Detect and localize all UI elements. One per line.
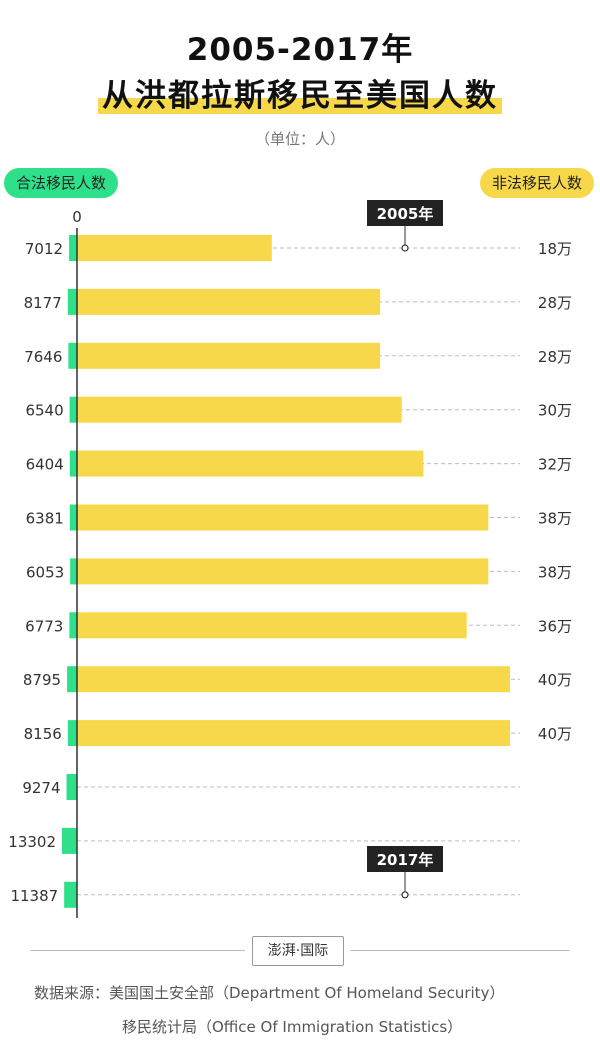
source-line-2: 移民统计局（Office Of Immigration Statistics） <box>122 1018 463 1036</box>
unit-label: （单位：人） <box>254 130 345 148</box>
illegal-value-label: 28万 <box>538 348 572 366</box>
legend-legal: 合法移民人数 <box>4 168 119 198</box>
legal-bar <box>66 774 77 800</box>
publisher-logo: 澎湃·国际 <box>252 936 344 966</box>
year-2017-marker-label: 2017年 <box>377 851 434 869</box>
legal-value-label: 8795 <box>23 671 61 689</box>
illegal-value-label: 40万 <box>538 671 572 689</box>
legal-bar <box>68 342 77 369</box>
illegal-value-label: 38万 <box>538 510 572 528</box>
legal-value-label: 6404 <box>26 456 64 474</box>
legal-value-label: 8156 <box>24 725 62 743</box>
illegal-value-label: 36万 <box>538 617 572 635</box>
legal-bar <box>67 666 77 693</box>
legal-value-label: 7646 <box>24 348 62 366</box>
legal-value-label: 6540 <box>25 402 63 420</box>
illegal-value-label: 38万 <box>538 563 572 581</box>
title-line-2: 从洪都拉斯移民至美国人数 <box>0 70 600 115</box>
legal-bar <box>69 235 77 261</box>
illegal-value-label: 40万 <box>538 725 572 743</box>
legal-bar <box>70 558 77 585</box>
illegal-value-label: 28万 <box>538 294 572 312</box>
footer-divider-right <box>350 950 570 951</box>
title-line-2-text: 从洪都拉斯移民至美国人数 <box>98 78 502 114</box>
illegal-bar <box>77 235 272 261</box>
illegal-bar <box>77 504 489 531</box>
year-2005-marker-label: 2005年 <box>377 205 434 223</box>
year-2005-marker-box <box>367 200 443 226</box>
legal-value-label: 6773 <box>25 617 63 635</box>
legal-value-label: 7012 <box>25 240 63 258</box>
legal-value-label: 8177 <box>24 294 62 312</box>
legal-bar <box>69 450 77 477</box>
legal-value-label: 6053 <box>26 563 64 581</box>
year-2005-marker-dot <box>401 244 409 252</box>
legend-illegal: 非法移民人数 <box>479 168 594 198</box>
illegal-bar <box>77 720 510 747</box>
axis-zero-label: 0 <box>72 208 82 226</box>
illegal-value-label: 32万 <box>538 456 572 474</box>
illegal-bar <box>77 612 467 639</box>
illegal-bar <box>77 450 424 477</box>
legal-bar <box>67 288 77 315</box>
illegal-bar <box>77 666 510 693</box>
legal-value-label: 13302 <box>8 833 56 851</box>
source-line-1: 数据来源：美国国土安全部（Department Of Homeland Secu… <box>34 984 505 1002</box>
legal-value-label: 11387 <box>10 887 58 905</box>
year-2017-marker-box <box>367 846 443 872</box>
legal-bar <box>67 720 77 747</box>
illegal-bar <box>77 342 381 369</box>
legal-bar <box>69 504 77 531</box>
legal-value-label: 9274 <box>22 779 60 797</box>
year-2017-marker-dot <box>401 891 409 899</box>
illegal-bar <box>77 288 381 315</box>
illegal-value-label: 18万 <box>538 240 572 258</box>
title-line-1: 2005-2017年 <box>186 32 414 68</box>
illegal-bar <box>77 396 402 423</box>
footer-divider-left <box>30 950 245 951</box>
illegal-value-label: 30万 <box>538 402 572 420</box>
legal-bar <box>69 612 77 639</box>
legal-bar <box>69 396 77 423</box>
legal-bar <box>64 881 77 908</box>
chart: 0 18万 7012 28万 8177 28万 7646 30万 6540 32万 6404 38万 6… <box>8 200 572 918</box>
legal-value-label: 6381 <box>26 510 64 528</box>
illegal-bar <box>77 558 489 585</box>
legal-bar <box>62 827 77 854</box>
